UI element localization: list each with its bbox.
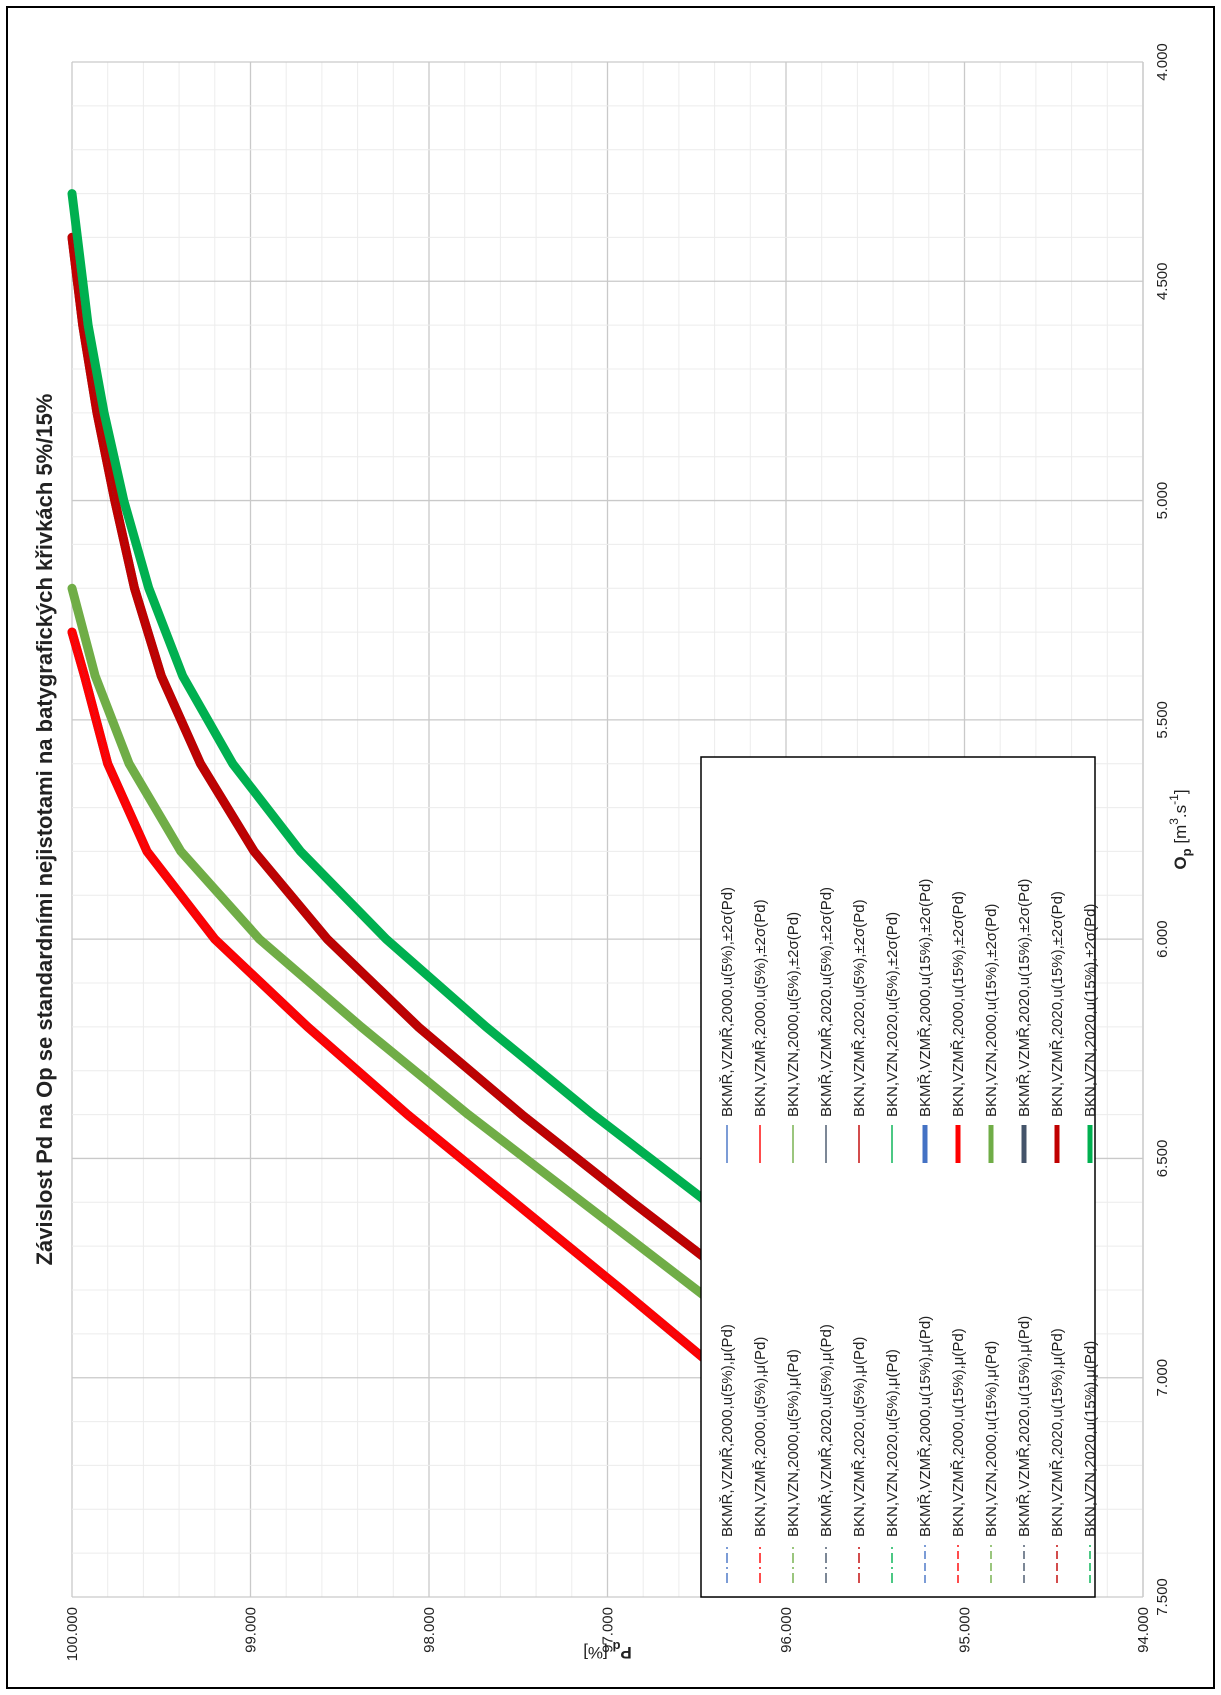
x-axis-label-sup2: -1 bbox=[1167, 794, 1181, 805]
series-layer bbox=[67, 189, 939, 1383]
y-axis-label-main: P bbox=[620, 1643, 631, 1662]
x-axis-label: Op [m3.s-1] bbox=[1167, 789, 1194, 869]
legend-entry-label: BKMŘ,VZMŘ,2000,u(5%),μ(Pd) bbox=[719, 1324, 736, 1537]
legend-entry-label: BKN,VZN,2020,u(5%),±2σ(Pd) bbox=[884, 912, 901, 1117]
legend-entry-label: BKN,VZMŘ,2000,u(5%),μ(Pd) bbox=[752, 1337, 769, 1537]
legend-entry-label: BKN,VZN,2020,u(15%),μ(Pd) bbox=[1082, 1341, 1099, 1537]
x-axis-label-unit-open: [m bbox=[1171, 825, 1190, 849]
x-tick-label: 4.000 bbox=[1154, 43, 1171, 81]
legend-entry-label: BKMŘ,VZMŘ,2020,u(5%),±2σ(Pd) bbox=[818, 887, 835, 1117]
legend-entry-label: BKMŘ,VZMŘ,2000,u(5%),±2σ(Pd) bbox=[719, 887, 736, 1117]
legend-entry-label: BKN,VZMŘ,2020,u(15%),μ(Pd) bbox=[1049, 1328, 1066, 1537]
legend-entry-label: BKN,VZMŘ,2000,u(15%),μ(Pd) bbox=[950, 1328, 967, 1537]
y-axis-label-unit: [%] bbox=[583, 1643, 612, 1662]
series-line-18 bbox=[71, 192, 935, 1379]
y-tick-label: 99.000 bbox=[243, 1607, 260, 1653]
legend-box bbox=[700, 756, 1096, 1598]
legend-entry-label: BKMŘ,VZMŘ,2020,u(15%),μ(Pd) bbox=[1016, 1316, 1033, 1537]
legend-entry-label: BKN,VZMŘ,2020,u(5%),±2σ(Pd) bbox=[851, 899, 868, 1117]
series-line-17 bbox=[71, 236, 862, 1379]
x-axis-label-main: O bbox=[1171, 856, 1190, 869]
y-tick-label: 98.000 bbox=[421, 1607, 438, 1653]
legend: BKMŘ,VZMŘ,2000,u(5%),μ(Pd) BKN,VZMŘ,2000,… bbox=[719, 879, 1099, 1583]
y-tick-label: 97.000 bbox=[600, 1607, 617, 1653]
y-tick-label: 96.000 bbox=[778, 1607, 795, 1653]
x-axis-label-sup: 3 bbox=[1167, 818, 1181, 825]
series-line-14 bbox=[71, 631, 728, 1379]
legend-entry-label: BKMŘ,VZMŘ,2020,u(15%),±2σ(Pd) bbox=[1016, 879, 1033, 1117]
legend-entry-label: BKN,VZN,2020,u(15%),±2σ(Pd) bbox=[1082, 904, 1099, 1117]
x-tick-label: 6.500 bbox=[1154, 1140, 1171, 1178]
y-tick-label: 100.000 bbox=[64, 1607, 81, 1661]
tick-labels: 7.500 7.000 6.500 6.000 5.500 5.000 4.500 4.000… bbox=[64, 43, 1171, 1661]
legend-entry-label: BKN,VZMŘ,2000,u(15%),±2σ(Pd) bbox=[950, 891, 967, 1117]
legend-entry-label: BKN,VZN,2020,u(5%),μ(Pd) bbox=[884, 1349, 901, 1537]
legend-entry-label: BKN,VZN,2000,u(5%),±2σ(Pd) bbox=[785, 912, 802, 1117]
x-tick-label: 4.500 bbox=[1154, 263, 1171, 301]
x-axis-label-sub: p bbox=[1179, 848, 1194, 856]
series-line-15 bbox=[71, 587, 812, 1379]
x-tick-label: 5.500 bbox=[1154, 701, 1171, 739]
x-tick-label: 6.000 bbox=[1154, 920, 1171, 958]
y-axis-label: Pd [%] bbox=[583, 1639, 632, 1662]
y-tick-label: 94.000 bbox=[1135, 1607, 1152, 1653]
y-tick-label: 95.000 bbox=[957, 1607, 974, 1653]
legend-entry-label: BKN,VZN,2000,u(15%),±2σ(Pd) bbox=[983, 904, 1000, 1117]
y-axis-label-sub: d bbox=[612, 1639, 620, 1654]
x-axis-label-unit-mid: .s bbox=[1171, 805, 1190, 818]
chart-title: Závislost Pd na Op se standardními nejis… bbox=[32, 394, 57, 1266]
legend-entry-label: BKN,VZN,2000,u(15%),μ(Pd) bbox=[983, 1341, 1000, 1537]
legend-entry-label: BKN,VZMŘ,2020,u(15%),±2σ(Pd) bbox=[1049, 891, 1066, 1117]
x-tick-label: 5.000 bbox=[1154, 482, 1171, 520]
legend-entry-label: BKMŘ,VZMŘ,2000,u(15%),μ(Pd) bbox=[917, 1316, 934, 1537]
x-axis-label-unit-close: ] bbox=[1171, 789, 1190, 794]
legend-entry-label: BKN,VZMŘ,2000,u(5%),±2σ(Pd) bbox=[752, 899, 769, 1117]
chart-svg: BKMŘ,VZMŘ,2000,u(5%),μ(Pd) BKN,VZMŘ,2000,… bbox=[32, 43, 1194, 1662]
x-tick-label: 7.500 bbox=[1154, 1578, 1171, 1616]
chart-area: BKMŘ,VZMŘ,2000,u(5%),μ(Pd) BKN,VZMŘ,2000,… bbox=[6, 6, 1215, 1689]
x-tick-label: 7.000 bbox=[1154, 1359, 1171, 1397]
legend-entry-label: BKN,VZN,2000,u(5%),μ(Pd) bbox=[785, 1349, 802, 1537]
legend-entry-label: BKN,VZMŘ,2020,u(5%),μ(Pd) bbox=[851, 1337, 868, 1537]
legend-entry-label: BKMŘ,VZMŘ,2000,u(15%),±2σ(Pd) bbox=[917, 879, 934, 1117]
legend-entry-label: BKMŘ,VZMŘ,2020,u(5%),μ(Pd) bbox=[818, 1324, 835, 1537]
